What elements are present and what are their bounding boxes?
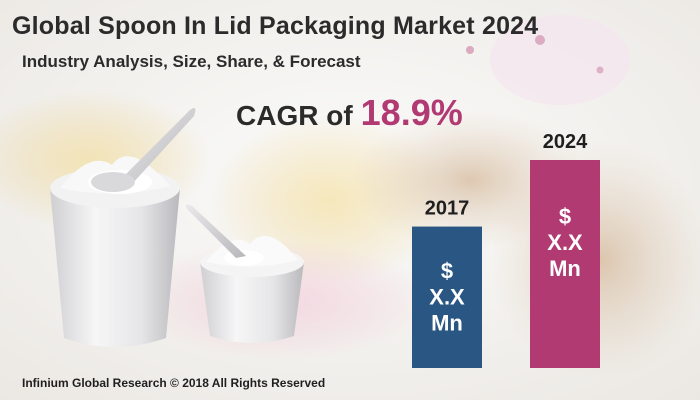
- cagr-callout: CAGR of 18.9%: [236, 92, 463, 134]
- category-label-2024: 2024: [543, 131, 588, 153]
- page-title: Global Spoon In Lid Packaging Market 202…: [12, 12, 539, 40]
- page-subtitle: Industry Analysis, Size, Share, & Foreca…: [22, 52, 361, 71]
- category-label-2017: 2017: [425, 198, 470, 220]
- bar-2017: [412, 226, 482, 368]
- copyright-footer: Infinium Global Research © 2018 All Righ…: [22, 376, 326, 390]
- bar-value-label-2024: $ X.X Mn: [547, 204, 583, 281]
- cagr-value: 18.9%: [360, 92, 463, 133]
- cagr-label: CAGR of: [236, 100, 353, 131]
- bar-value-label-2017: $ X.X Mn: [429, 258, 465, 335]
- bar-2024: [530, 160, 600, 368]
